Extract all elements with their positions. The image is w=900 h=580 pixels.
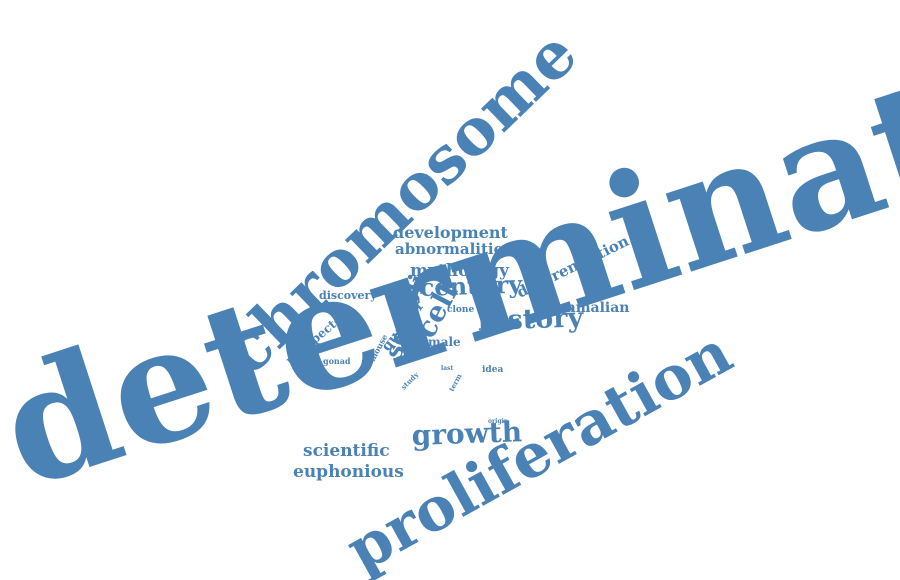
word-last: last: [441, 365, 454, 372]
word-abnormalities: abnormalities: [395, 240, 512, 258]
word-clone: clone: [447, 305, 474, 315]
word-origin: origin: [488, 418, 509, 425]
word-idea: idea: [482, 365, 503, 375]
word-euphonious: euphonious: [293, 462, 404, 482]
word-discovery: discovery: [319, 289, 377, 302]
word-scientific: scientific: [303, 441, 390, 461]
word-mammalian: mammalian: [537, 300, 629, 316]
word-growth: growth: [411, 415, 522, 452]
word-mythology: mythology: [410, 261, 510, 281]
word-gonad: gonad: [323, 356, 351, 366]
word-history: history: [477, 302, 585, 337]
word-male: male: [428, 335, 461, 349]
word-development: development: [393, 223, 509, 242]
word-century: century: [419, 269, 523, 302]
